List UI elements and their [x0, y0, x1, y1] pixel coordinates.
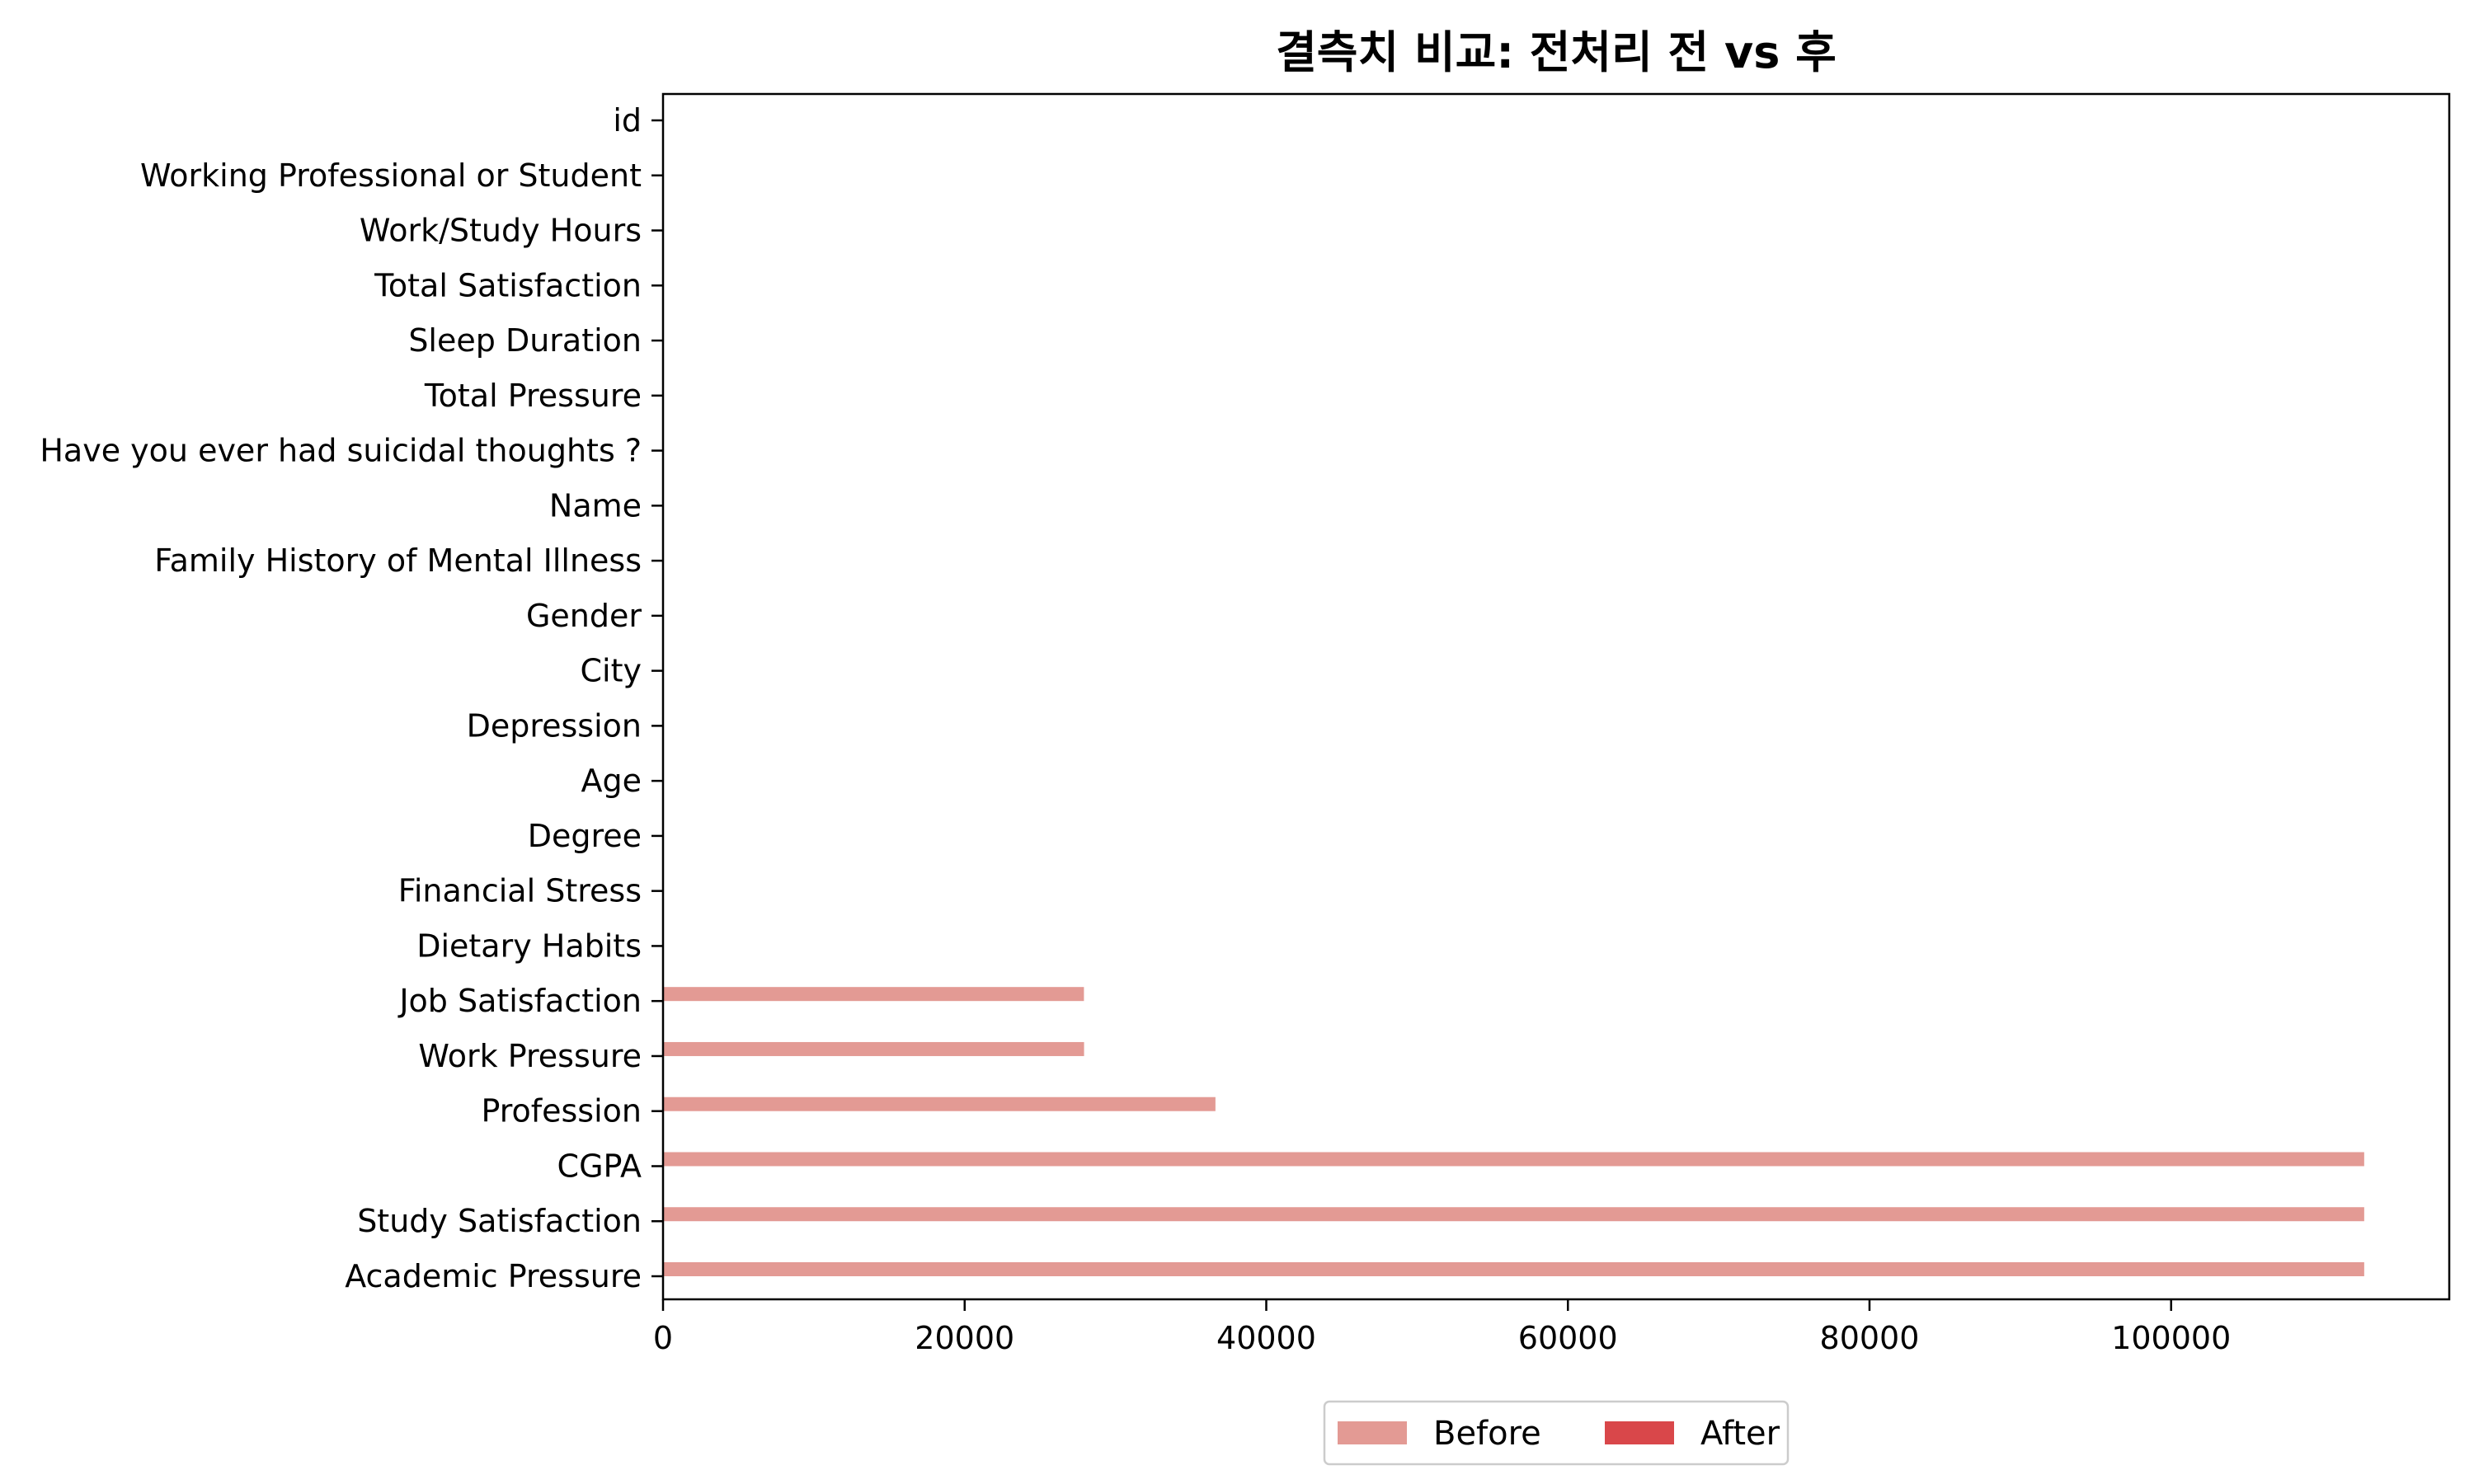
y-tick-label: Profession [481, 1093, 642, 1129]
y-tick-label: Dietary Habits [416, 928, 642, 964]
bars-layer [663, 821, 2364, 1276]
bar-before-2 [663, 1152, 2364, 1167]
y-tick-label: CGPA [557, 1148, 642, 1184]
legend-swatch-before [1338, 1421, 1407, 1444]
y-tick-label: Sleep Duration [408, 322, 642, 359]
y-tick-label: Work Pressure [418, 1038, 642, 1074]
y-tick-label: Financial Stress [398, 873, 642, 909]
y-tick-label: Gender [526, 598, 642, 634]
y-tick-label: Total Pressure [424, 378, 642, 414]
y-tick-label: Working Professional or Student [140, 157, 642, 194]
x-tick-label: 20000 [915, 1320, 1014, 1356]
bar-before-5 [663, 987, 1084, 1002]
x-tick-label: 40000 [1216, 1320, 1316, 1356]
bar-before-3 [663, 1097, 1216, 1111]
y-tick-label: Depression [467, 707, 642, 744]
x-tick-label: 100000 [2111, 1320, 2231, 1356]
legend-swatch-after [1605, 1421, 1674, 1444]
y-tick-label: Study Satisfaction [357, 1203, 642, 1239]
chart-title: 결측치 비교: 전처리 전 vs 후 [1276, 26, 1837, 78]
legend: Before After [1323, 1400, 1790, 1466]
x-tick-label: 0 [653, 1320, 673, 1356]
y-tick-label: id [613, 102, 642, 139]
y-tick-label: Job Satisfaction [397, 983, 642, 1019]
y-tick-label: Have you ever had suicidal thoughts ? [40, 433, 642, 469]
y-tick-label: Academic Pressure [345, 1258, 642, 1294]
bar-before-1 [663, 1207, 2364, 1222]
bar-before-0 [663, 1262, 2364, 1276]
y-tick-label: Work/Study Hours [360, 213, 642, 249]
legend-box [1323, 1400, 1790, 1466]
x-tick-label: 80000 [1820, 1320, 1920, 1356]
y-tick-label: Degree [528, 818, 642, 854]
y-tick-label: Name [549, 487, 642, 524]
y-tick-label: Family History of Mental Illness [154, 542, 642, 579]
x-axis: 0 20000 40000 60000 80000 100000 [653, 1299, 2231, 1356]
y-tick-label: Age [581, 763, 642, 799]
x-tick-label: 60000 [1518, 1320, 1618, 1356]
legend-label-after: After [1700, 1415, 1780, 1453]
plot-frame [661, 92, 2451, 1301]
y-tick-label: Total Satisfaction [374, 267, 642, 303]
y-axis: Academic Pressure Study Satisfaction CGPA P… [40, 102, 663, 1294]
legend-label-before: Before [1433, 1415, 1541, 1453]
y-tick-label: City [581, 653, 642, 689]
bar-before-4 [663, 1041, 1084, 1056]
